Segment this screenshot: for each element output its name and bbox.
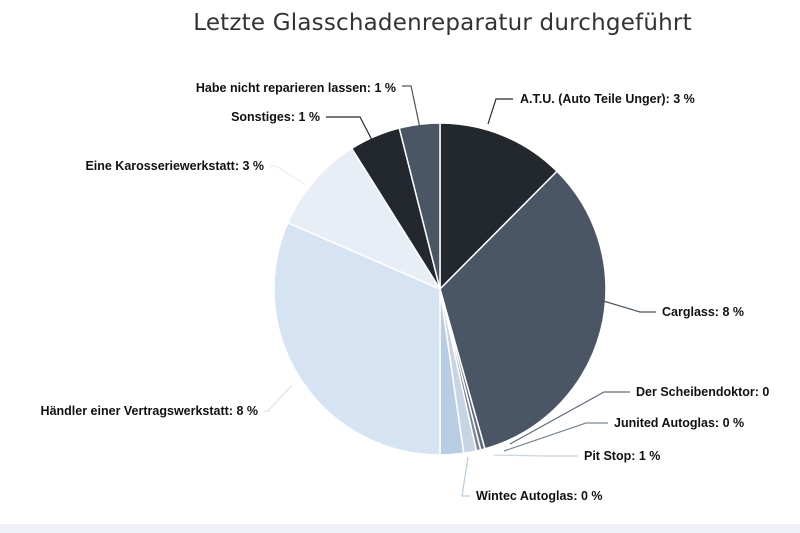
data-label-eine-karosseriewerkstatt: Eine Karosseriewerkstatt: 3 % — [85, 159, 264, 173]
pie-slice-carglass[interactable] — [439, 170, 607, 450]
connector-habe-nicht-reparieren-lassen — [402, 85, 421, 129]
data-label-habe-nicht-reparieren-lassen: Habe nicht reparieren lassen: 1 % — [196, 81, 396, 95]
data-label-carglass: Carglass: 8 % — [662, 305, 744, 319]
data-label-handler-einer-vertragswerkstatt: Händler einer Vertragswerkstatt: 8 % — [41, 404, 258, 418]
connector-der-scheibendoktor — [509, 391, 630, 445]
data-label-der-scheibendoktor: Der Scheibendoktor: 0 — [636, 385, 769, 399]
connector-junited-autoglas — [503, 422, 608, 452]
pie-slice-handler-einer-vertragswerkstatt[interactable] — [273, 221, 441, 456]
pie-slice-eine-karosseriewerkstatt[interactable] — [287, 147, 441, 290]
data-label-junited-autoglas: Junited Autoglas: 0 % — [614, 416, 744, 430]
pie-slice-a-t-u-auto-teile-unger[interactable] — [439, 122, 558, 290]
data-label-wintec-autoglas: Wintec Autoglas: 0 % — [476, 489, 603, 503]
connector-handler-einer-vertragswerkstatt — [264, 384, 293, 412]
connector-carglass — [599, 299, 656, 313]
connector-sonstiges — [326, 116, 373, 141]
data-label-a-t-u-auto-teile-unger: A.T.U. (Auto Teile Unger): 3 % — [520, 92, 695, 106]
data-label-pit-stop: Pit Stop: 1 % — [584, 449, 660, 463]
connector-a-t-u-auto-teile-unger — [487, 98, 513, 125]
chart-title: Letzte Glasschadenreparatur durchgeführt — [193, 10, 692, 36]
connector-pit-stop — [493, 454, 578, 457]
data-label-sonstiges: Sonstiges: 1 % — [231, 110, 320, 124]
connector-eine-karosseriewerkstatt — [270, 165, 307, 186]
bottom-bar — [0, 524, 800, 533]
connector-wintec-autoglas — [461, 456, 470, 497]
